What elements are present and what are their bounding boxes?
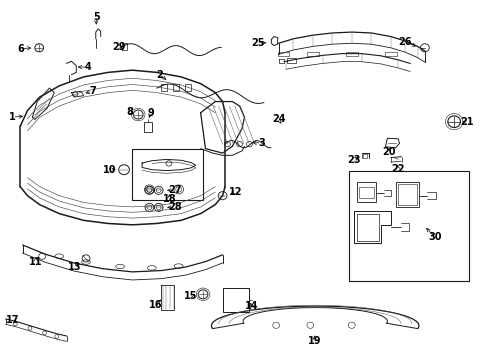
Bar bbox=[185, 84, 191, 91]
Text: 27: 27 bbox=[168, 185, 182, 195]
Text: 1: 1 bbox=[9, 112, 16, 122]
Text: 10: 10 bbox=[103, 165, 117, 175]
Text: 6: 6 bbox=[18, 44, 24, 54]
Bar bbox=[132, 149, 203, 200]
Bar bbox=[144, 122, 152, 132]
Bar bbox=[362, 154, 366, 158]
Text: 19: 19 bbox=[307, 336, 321, 346]
Text: 13: 13 bbox=[68, 262, 81, 273]
Bar bbox=[358, 187, 373, 198]
Bar bbox=[345, 52, 357, 56]
Bar bbox=[222, 288, 249, 312]
Bar bbox=[356, 182, 375, 202]
Text: 25: 25 bbox=[250, 38, 264, 48]
Text: 5: 5 bbox=[93, 12, 100, 22]
Bar bbox=[173, 84, 179, 91]
Bar bbox=[122, 43, 127, 50]
Text: 11: 11 bbox=[29, 257, 42, 267]
Text: 7: 7 bbox=[89, 86, 96, 96]
Text: 23: 23 bbox=[346, 155, 360, 165]
Text: 30: 30 bbox=[427, 232, 441, 242]
Text: 4: 4 bbox=[85, 62, 92, 72]
Bar bbox=[348, 171, 468, 281]
Text: 15: 15 bbox=[184, 291, 197, 301]
Bar bbox=[356, 213, 378, 240]
Bar bbox=[287, 58, 296, 63]
Text: 21: 21 bbox=[460, 117, 473, 127]
Text: 26: 26 bbox=[398, 37, 411, 47]
Text: 17: 17 bbox=[6, 315, 19, 325]
Bar bbox=[277, 52, 289, 56]
Bar bbox=[384, 52, 396, 56]
Text: 2: 2 bbox=[156, 69, 162, 80]
Text: 9: 9 bbox=[147, 108, 154, 118]
Text: 28: 28 bbox=[168, 202, 182, 212]
Text: 22: 22 bbox=[390, 164, 404, 174]
Bar bbox=[306, 52, 318, 56]
Text: 16: 16 bbox=[149, 300, 162, 310]
Text: 3: 3 bbox=[258, 138, 264, 148]
Text: 14: 14 bbox=[244, 301, 258, 311]
Text: 8: 8 bbox=[126, 107, 133, 117]
Bar bbox=[395, 182, 418, 207]
Bar bbox=[397, 184, 416, 204]
Text: 18: 18 bbox=[163, 194, 176, 204]
Bar bbox=[161, 84, 166, 91]
Text: 12: 12 bbox=[228, 186, 242, 197]
Text: 24: 24 bbox=[271, 114, 285, 125]
Text: 20: 20 bbox=[381, 147, 395, 157]
Text: 29: 29 bbox=[112, 42, 126, 52]
